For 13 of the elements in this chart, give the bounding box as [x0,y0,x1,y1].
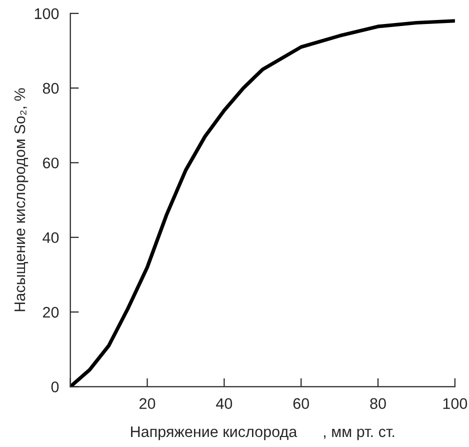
y-tick-label: 60 [43,158,59,168]
y-tick-label: 80 [42,82,59,94]
y-tick-label: 100 [34,8,59,20]
y-tick-label: 40 [42,232,59,244]
x-axis-title: Напряжение кислорода , мм рт. ст. [131,426,394,440]
y-axis-title: Насыщение кислородом So₂, % [14,88,28,312]
x-tick-label: 100 [443,398,468,409]
y-tick-label: 0 [51,382,59,392]
x-tick-label: 20 [140,398,156,409]
x-tick-label: 80 [370,398,386,409]
x-tick-label: 40 [216,398,232,409]
y-tick-label: 20 [43,306,59,318]
x-tick-label: 60 [293,398,309,409]
